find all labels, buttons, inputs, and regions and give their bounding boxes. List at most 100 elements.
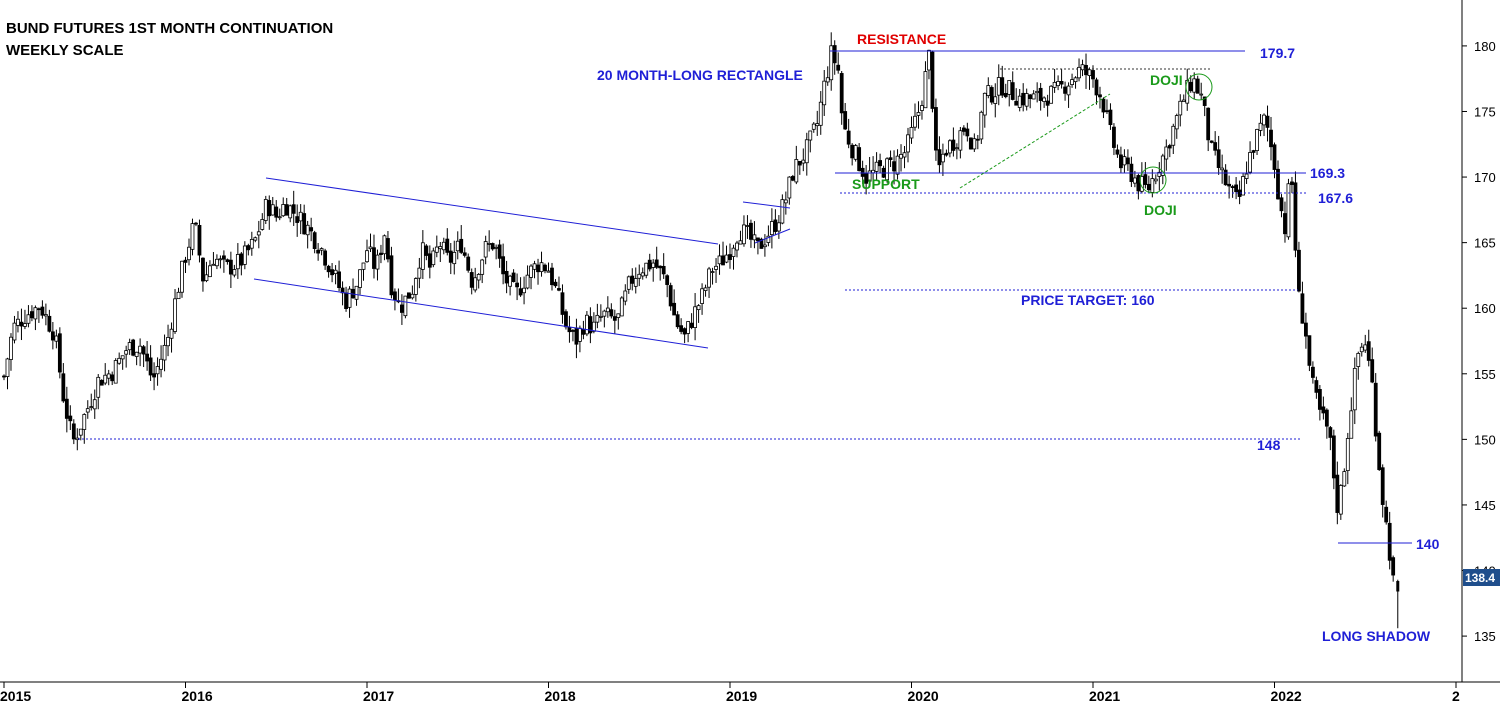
candle-body-up <box>16 318 20 326</box>
candle <box>525 265 530 290</box>
candle <box>1335 461 1340 525</box>
candle-body-up <box>270 204 275 216</box>
candle-body-up <box>368 246 373 250</box>
candle <box>445 228 450 256</box>
candle-body-down <box>1146 183 1151 191</box>
candle <box>249 231 254 256</box>
candle-body-down <box>888 157 893 160</box>
candle-body-down <box>337 271 341 288</box>
candle-body-up <box>235 254 240 270</box>
candle <box>455 231 460 260</box>
candle-body-down <box>1377 432 1382 470</box>
candle <box>497 239 502 268</box>
candle-body-down <box>1317 389 1322 410</box>
candle <box>120 355 125 370</box>
candle <box>490 242 495 251</box>
candle-body-down <box>1269 129 1273 148</box>
candle <box>1056 75 1060 91</box>
candle-body-up <box>801 159 806 164</box>
candle-body-down <box>975 138 980 141</box>
candle-body-up <box>260 219 265 230</box>
candle <box>1132 170 1137 188</box>
candle <box>1105 99 1109 114</box>
candle-body-up <box>1192 78 1197 93</box>
candle-body-up <box>127 342 132 351</box>
candle <box>208 260 212 278</box>
candle <box>298 204 303 235</box>
candle-body-down <box>295 216 300 223</box>
candle-body-up <box>117 357 122 364</box>
candle <box>529 264 533 290</box>
candle-body-down <box>152 373 156 378</box>
candle <box>483 235 488 265</box>
candle <box>333 265 338 285</box>
candle-body-down <box>682 328 687 335</box>
candle <box>420 230 425 280</box>
candle <box>176 287 181 300</box>
candle-body-up <box>717 255 722 265</box>
candle <box>1153 174 1158 185</box>
candle <box>515 273 519 301</box>
support-value-label: 169.3 <box>1310 165 1345 181</box>
candle-body-up <box>483 241 488 258</box>
candle <box>633 267 638 294</box>
candle <box>892 150 896 185</box>
candle <box>9 333 13 371</box>
candle <box>1087 67 1092 90</box>
candle <box>1070 73 1074 88</box>
candle <box>986 77 991 99</box>
candle <box>902 145 907 169</box>
candle <box>284 197 289 216</box>
candle-body-down <box>937 149 942 166</box>
candle-body-down <box>99 379 104 386</box>
candle <box>466 253 471 273</box>
candle-body-down <box>1028 94 1033 100</box>
candle <box>839 71 844 125</box>
candle-body-up <box>166 337 170 347</box>
candle <box>1310 361 1315 384</box>
candle-body-up <box>96 376 101 398</box>
candle <box>183 256 188 274</box>
candle-body-down <box>1209 140 1214 143</box>
candle-body-up <box>82 414 87 430</box>
candle-body-up <box>598 316 603 318</box>
candle <box>954 143 959 160</box>
candle <box>480 258 485 284</box>
x-tick-label: 2018 <box>545 688 576 704</box>
candle <box>850 143 855 166</box>
candle-body-down <box>1293 182 1298 251</box>
candle-body-up <box>298 211 303 222</box>
candle-body-up <box>253 237 258 241</box>
candle <box>853 143 858 162</box>
candle-body-down <box>1188 81 1193 92</box>
candle-body-up <box>619 297 624 317</box>
candle <box>714 258 718 283</box>
candle-body-down <box>1324 409 1329 427</box>
candle-body-up <box>1077 66 1081 79</box>
x-tick-label: 2017 <box>363 688 394 704</box>
candle <box>658 265 663 281</box>
candle-body-up <box>173 298 177 332</box>
candle <box>787 176 792 205</box>
candle <box>1324 408 1329 439</box>
candle <box>148 345 153 381</box>
candle-body-up <box>595 314 600 323</box>
y-tick-label: 155 <box>1474 367 1496 382</box>
candle-body-up <box>1241 176 1245 196</box>
candle <box>745 215 750 239</box>
candle <box>1363 334 1368 353</box>
candle <box>735 240 739 258</box>
candle <box>382 234 387 261</box>
candle <box>1108 103 1113 130</box>
candle-body-up <box>633 278 638 287</box>
candle <box>794 145 799 185</box>
candle <box>361 262 366 281</box>
candle <box>1126 149 1130 171</box>
candle <box>1307 335 1312 372</box>
candle <box>703 284 708 297</box>
candle-body-down <box>372 247 376 269</box>
candle-body-up <box>1042 97 1047 102</box>
candle-body-down <box>1335 474 1340 513</box>
candle <box>469 268 474 295</box>
candle-body-up <box>735 242 739 251</box>
